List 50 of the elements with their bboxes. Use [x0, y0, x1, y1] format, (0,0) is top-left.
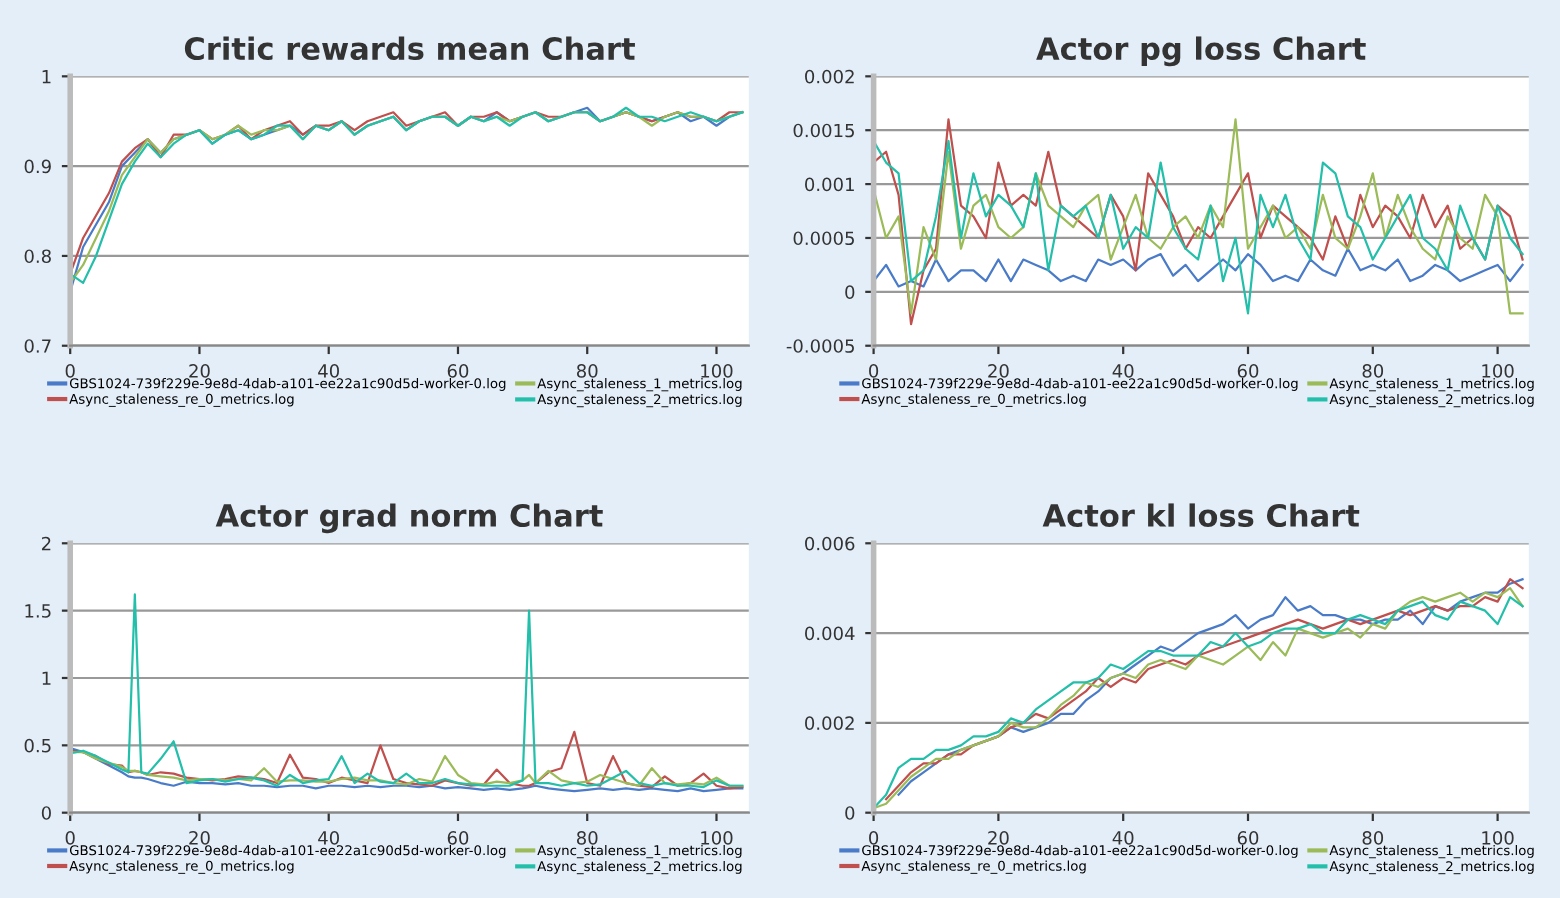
chart-title: Critic rewards mean Chart	[184, 36, 635, 61]
y-tick-label: 1.5	[25, 604, 51, 618]
y-tick-label: 0.5	[24, 738, 51, 753]
x-tick-label: 0	[869, 831, 879, 845]
x-tick-label: 20	[189, 831, 210, 845]
x-tick-label: 20	[988, 831, 1009, 845]
x-tick-label: 0	[65, 364, 75, 378]
chart-title: Actor kl loss Chart	[1042, 503, 1360, 528]
x-tick-label: 40	[1112, 364, 1134, 378]
x-tick-label: 40	[1112, 831, 1134, 845]
y-tick-label: 0.9	[24, 159, 51, 174]
y-tick-label: 0.8	[24, 249, 51, 264]
x-tick-label: 60	[1237, 364, 1259, 378]
x-tick-label: 20	[189, 364, 210, 378]
y-tick-label: 0.0015	[793, 123, 854, 138]
y-tick-label: 0.0005	[793, 231, 854, 246]
x-tick-label: 80	[576, 364, 598, 378]
x-tick-label: 0	[869, 364, 879, 378]
y-tick-label: 0.001	[805, 177, 854, 192]
y-tick-label: 0.002	[805, 716, 854, 731]
y-tick-label: 0	[41, 806, 51, 820]
x-tick-label: 20	[988, 364, 1009, 378]
y-tick-label: 1	[42, 70, 51, 84]
y-tick-label: 0.002	[805, 69, 854, 84]
line-series	[70, 593, 744, 789]
y-tick-label: 1	[42, 671, 51, 685]
x-tick-label: 100	[701, 831, 733, 845]
y-tick-label: -0.0005	[786, 339, 854, 353]
y-tick-label: 0.006	[805, 536, 855, 551]
chart-title: Actor grad norm Chart	[215, 503, 603, 534]
x-tick-label: 60	[447, 831, 469, 845]
x-tick-label: 40	[318, 831, 339, 845]
y-tick-label: 0.004	[805, 626, 855, 641]
chart-title: Actor pg loss Chart	[1036, 36, 1366, 67]
x-tick-label: 80	[576, 831, 598, 845]
x-tick-label: 80	[1362, 831, 1384, 845]
y-tick-label: 0.7	[24, 339, 51, 353]
y-tick-label: 2	[41, 536, 51, 551]
x-tick-label: 100	[701, 364, 733, 378]
x-tick-label: 100	[1482, 831, 1514, 845]
x-tick-label: 60	[447, 364, 469, 378]
x-tick-label: 100	[1482, 364, 1514, 378]
line-series	[70, 730, 744, 790]
line-series	[873, 247, 1524, 288]
x-tick-label: 80	[1362, 364, 1384, 378]
y-tick-label: 0	[845, 806, 855, 820]
x-tick-label: 0	[65, 831, 75, 845]
x-tick-label: 60	[1237, 831, 1259, 845]
x-tick-label: 40	[318, 364, 339, 378]
y-tick-label: 0	[845, 285, 855, 299]
